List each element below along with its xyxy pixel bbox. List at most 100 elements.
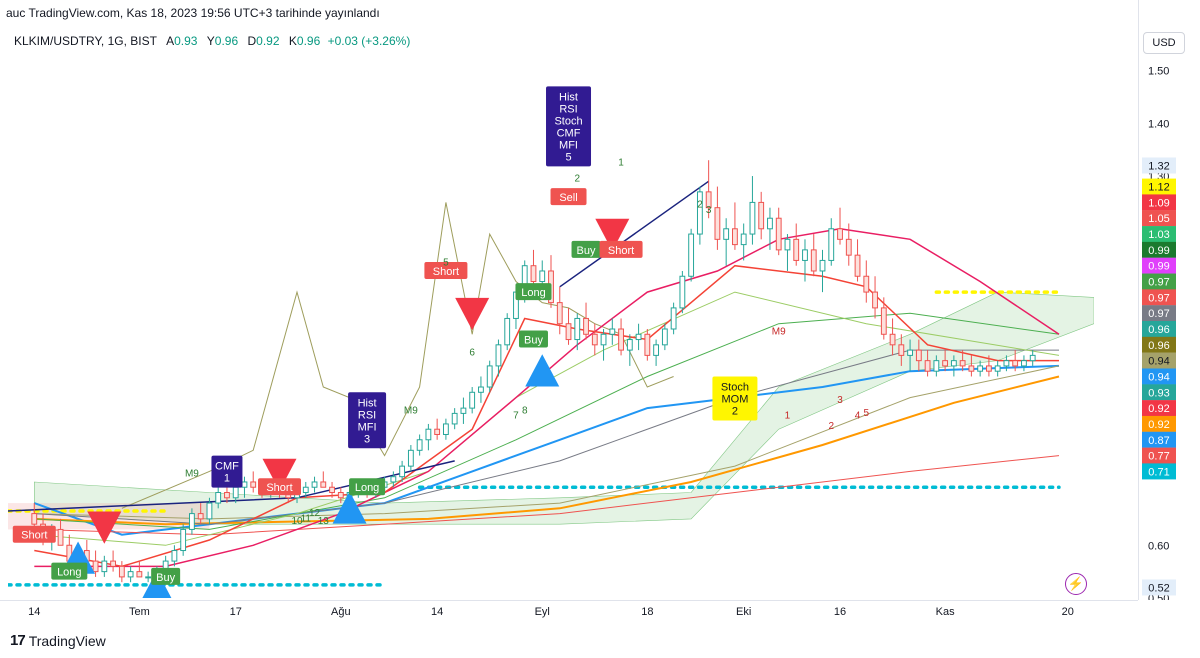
short-signal-badge bbox=[599, 240, 643, 258]
candle-body bbox=[994, 365, 1001, 372]
candle-body bbox=[320, 481, 327, 488]
candle bbox=[740, 223, 747, 261]
price-badge-text: 0.87 bbox=[1148, 435, 1169, 447]
time-axis[interactable]: 14 Tem 17 Ağu 14 Eyl 18 Eki 16 Kas 20 bbox=[0, 600, 1138, 622]
box-text: Hist bbox=[559, 91, 578, 103]
box-text: RSI bbox=[358, 409, 376, 421]
candle-body bbox=[600, 333, 607, 346]
price-badge-text: 0.96 bbox=[1148, 324, 1169, 336]
symbol-name[interactable]: KLKIM/USDTRY, 1G, BIST bbox=[14, 34, 157, 48]
price-badge bbox=[1142, 400, 1176, 417]
candle bbox=[1029, 350, 1036, 366]
count-label: 5 bbox=[443, 258, 449, 269]
candle bbox=[399, 460, 406, 482]
count-label: 7 bbox=[513, 411, 519, 422]
candle-body bbox=[337, 492, 344, 499]
candle-body bbox=[968, 365, 975, 372]
count-label: 5 bbox=[864, 408, 870, 419]
indicator-line-8 bbox=[34, 228, 1060, 568]
candle bbox=[478, 376, 484, 403]
candle bbox=[767, 207, 773, 250]
x-tick-label: Eki bbox=[736, 606, 751, 618]
box-text: MOM bbox=[721, 393, 748, 405]
x-tick-label: Ağu bbox=[331, 606, 351, 618]
candle bbox=[425, 423, 432, 451]
candle-body bbox=[740, 233, 747, 246]
candle bbox=[451, 408, 458, 430]
candle bbox=[898, 334, 905, 366]
candle-body bbox=[329, 486, 335, 494]
count-label: M9 bbox=[404, 405, 418, 416]
price-badge-text: 1.09 bbox=[1148, 197, 1169, 209]
box-text: Stoch bbox=[554, 115, 582, 127]
candle bbox=[136, 561, 143, 578]
candle bbox=[723, 218, 730, 266]
candle bbox=[609, 318, 616, 345]
price-badge bbox=[1142, 226, 1176, 243]
x-tick-label: 17 bbox=[230, 606, 242, 618]
price-badge-text: 0.77 bbox=[1148, 451, 1169, 463]
candle-body bbox=[1029, 354, 1036, 362]
candle-body bbox=[1012, 360, 1019, 367]
buy-triangle bbox=[525, 354, 560, 387]
candle bbox=[180, 524, 187, 556]
candle bbox=[793, 223, 800, 266]
candle-body bbox=[145, 576, 152, 579]
candle-body bbox=[399, 465, 406, 478]
price-badge bbox=[1142, 579, 1176, 596]
candle bbox=[197, 503, 204, 525]
currency-selector[interactable]: USD bbox=[1143, 32, 1185, 54]
candle-body bbox=[206, 502, 213, 520]
candle bbox=[977, 360, 984, 377]
long-signal-badge bbox=[349, 478, 386, 496]
lightning-icon[interactable]: ⚡ bbox=[1065, 573, 1087, 595]
candle-body bbox=[688, 233, 695, 277]
candle-body bbox=[197, 513, 204, 520]
candle bbox=[600, 329, 607, 361]
candle-body bbox=[661, 328, 668, 346]
long-signal-badge bbox=[518, 330, 548, 348]
candle-body bbox=[758, 201, 765, 230]
box-text: 2 bbox=[732, 405, 738, 417]
price-chart[interactable]: Short Long Buy Short Long Short Buy Long Sell Buy… bbox=[8, 60, 1094, 598]
indicator-line-5 bbox=[34, 312, 1060, 530]
candle-body bbox=[828, 228, 835, 261]
candle bbox=[854, 239, 861, 282]
box-text: 5 bbox=[565, 151, 571, 163]
count-label: 13 bbox=[318, 516, 330, 527]
y-tick-label: 0.60 bbox=[1148, 540, 1169, 552]
box-text: 3 bbox=[364, 433, 370, 445]
candle bbox=[688, 228, 695, 282]
open-value: 0.93 bbox=[174, 34, 198, 48]
price-badge bbox=[1142, 321, 1176, 337]
candle bbox=[775, 207, 782, 256]
signal-label: Short bbox=[21, 530, 47, 542]
candle bbox=[434, 418, 441, 440]
candle-body bbox=[460, 407, 467, 414]
long-signal-badge bbox=[571, 240, 601, 258]
candle bbox=[407, 445, 414, 472]
count-label: 3 bbox=[837, 395, 843, 406]
candle bbox=[337, 487, 344, 504]
candle bbox=[556, 286, 563, 335]
price-axis[interactable]: 1.501.401.300.600.50Yüksek1.321.121.091.… bbox=[1138, 0, 1200, 600]
candle bbox=[985, 355, 992, 377]
short-signal-badge bbox=[12, 525, 56, 543]
price-badge bbox=[1142, 241, 1176, 258]
short-signal-badge bbox=[258, 478, 301, 496]
candle-body bbox=[635, 333, 642, 341]
candle bbox=[845, 223, 852, 266]
change-value: +0.03 (+3.26%) bbox=[327, 34, 411, 48]
candle-body bbox=[723, 228, 730, 240]
buy-triangle bbox=[332, 491, 367, 524]
candle-body bbox=[977, 365, 984, 372]
candle bbox=[714, 186, 721, 250]
candle-body bbox=[583, 317, 589, 335]
candle-body bbox=[495, 344, 502, 367]
signal-label: Long bbox=[355, 482, 379, 494]
box-text: CMF bbox=[557, 127, 581, 139]
candle bbox=[810, 234, 817, 277]
candle-body bbox=[442, 423, 449, 435]
candle bbox=[933, 355, 940, 377]
candle-body bbox=[180, 528, 187, 552]
